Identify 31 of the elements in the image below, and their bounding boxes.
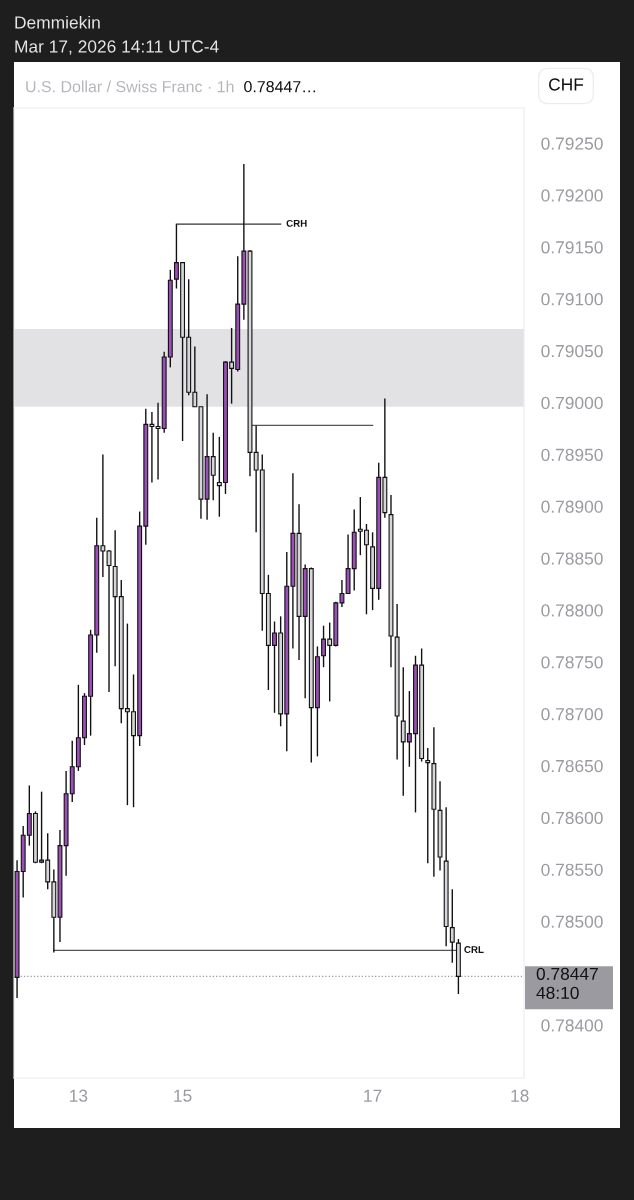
y-tick-label: 0.78500 (541, 915, 603, 928)
x-tick-label: 15 (174, 1089, 192, 1102)
series-label: CRL (464, 946, 484, 954)
y-tick-label: 0.78950 (541, 448, 603, 461)
y-tick-label: 0.78900 (541, 500, 603, 513)
y-tick-label: 0.78700 (541, 708, 603, 721)
y-tick-label: 0.78800 (541, 604, 603, 617)
y-tick-label: 0.78850 (541, 552, 603, 565)
x-tick-label: 17 (364, 1089, 382, 1102)
x-tick-label: 13 (70, 1089, 88, 1102)
text: Demmiekin (15, 15, 100, 29)
y-tick-label: 0.78750 (541, 656, 603, 669)
y-tick-label: 0.79250 (541, 137, 603, 150)
y-tick-label: 0.79000 (541, 396, 603, 410)
y-tick-label: 0.78600 (541, 811, 603, 825)
y-tick-label: 0.78550 (541, 863, 603, 876)
text: Mar 17, 2026 14:11 UTC-4 (15, 40, 219, 55)
candlestick (425, 747, 431, 864)
x-tick-label: 18 (511, 1089, 529, 1102)
y-tick-label: 0.79050 (541, 344, 603, 358)
y-tick-label: 0.79200 (541, 189, 603, 202)
series-label: CRH (286, 219, 307, 227)
y-tick-label: 0.78400 (541, 1019, 603, 1032)
text: CHF (549, 78, 584, 91)
chart-subtitle: 0.78447… (244, 80, 316, 93)
ref-line-label: 0.78447 (536, 967, 598, 980)
text: 48:10 (536, 986, 579, 999)
chart-title: U.S. Dollar / Swiss Franc · 1h (26, 80, 234, 93)
y-tick-label: 0.78650 (541, 759, 603, 773)
y-tick-label: 0.79150 (541, 241, 603, 254)
y-tick-label: 0.79100 (541, 293, 603, 306)
